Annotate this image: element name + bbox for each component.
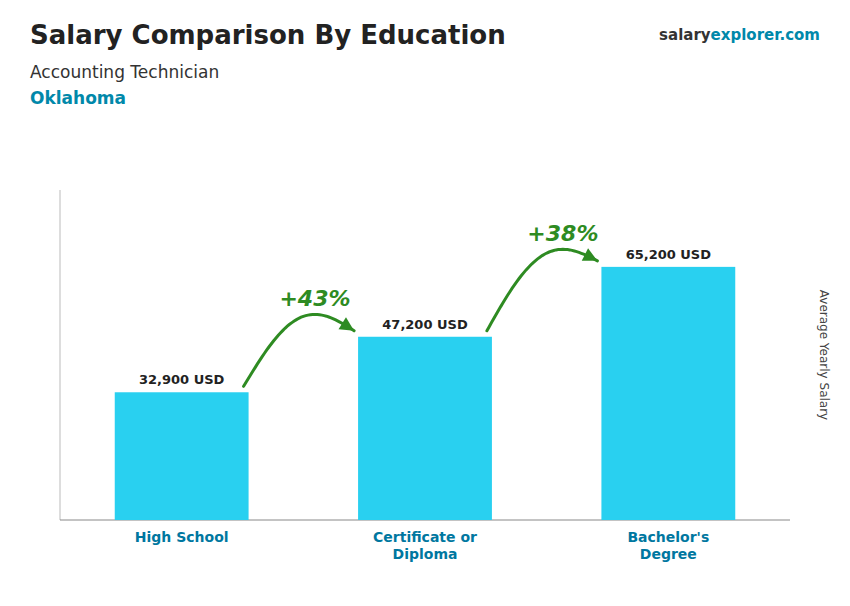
y-axis-line [60, 190, 61, 520]
credit-part: .com [779, 26, 820, 44]
subtitle: Accounting Technician [30, 62, 219, 82]
title: Salary Comparison By Education [30, 20, 506, 50]
annotation: +43% [279, 286, 350, 311]
subtitle: Oklahoma [30, 88, 126, 108]
chart-container: Salary Comparison By Education Accounting… [0, 0, 850, 606]
annotation: +38% [527, 221, 598, 246]
credit-part: explorer [711, 26, 783, 44]
change-arrow [487, 249, 598, 330]
data-label: 32,900 USD [139, 372, 225, 387]
bar [601, 267, 735, 520]
change-arrow [244, 314, 355, 386]
y-axis-label: Average Yearly Salary [817, 290, 831, 420]
bar [358, 337, 492, 520]
bar [115, 392, 249, 520]
x-tick-label: Bachelor'sDegree [627, 529, 709, 562]
data-label: 65,200 USD [626, 247, 712, 262]
credit-part: salary [659, 26, 711, 44]
arrow-head [582, 248, 598, 261]
chart: Salary Comparison By Education Accounting… [0, 0, 850, 606]
x-tick-label: High School [135, 529, 229, 545]
bars [115, 267, 736, 520]
arrow-head [339, 317, 355, 330]
credit: salaryexplorer.com [659, 26, 820, 44]
x-tick-label: Certificate orDiploma [373, 529, 477, 562]
data-label: 47,200 USD [382, 317, 468, 332]
